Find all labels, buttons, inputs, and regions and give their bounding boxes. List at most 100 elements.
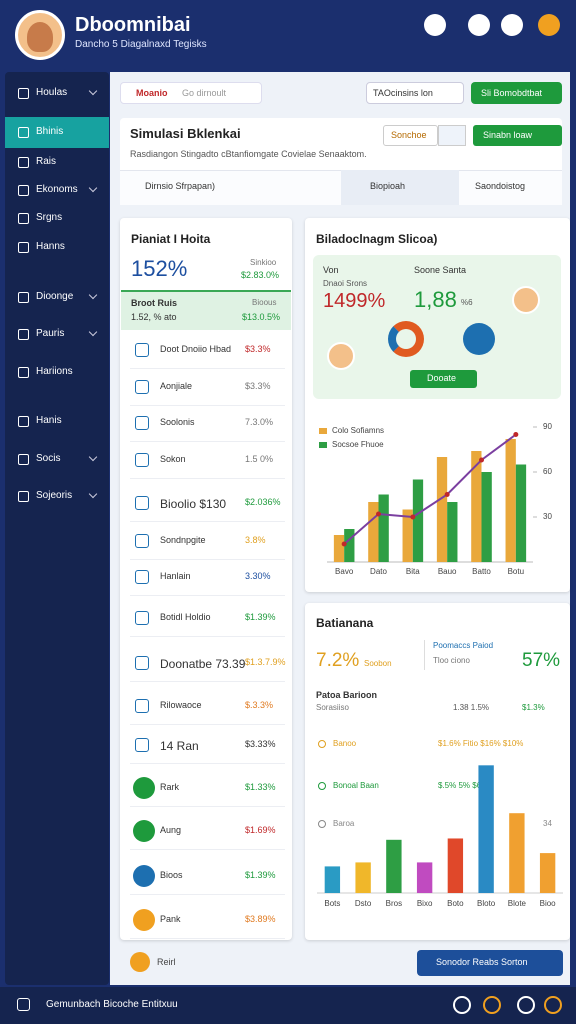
row-label: Sondnpgite xyxy=(160,535,206,545)
amount: $2.83.0% xyxy=(241,270,280,280)
left-note: Soobon xyxy=(364,659,392,668)
analysis-card xyxy=(305,603,570,940)
sidebar-item[interactable]: Ekonoms xyxy=(36,184,78,195)
footer-icon[interactable] xyxy=(483,996,501,1014)
highlight-row xyxy=(121,290,291,330)
left-value: 7.2% xyxy=(316,650,360,671)
row-value: 3.8% xyxy=(245,535,266,545)
row-divider xyxy=(130,478,285,479)
bar xyxy=(324,866,341,893)
card-title: Pianiat I Hoita xyxy=(131,232,211,246)
sidebar-item[interactable]: Rais xyxy=(36,156,57,167)
row-value: $1.3.7.9% xyxy=(245,657,286,667)
header-icon[interactable] xyxy=(538,14,560,36)
bar xyxy=(416,862,433,893)
app-title: Dboomnibai xyxy=(75,14,191,36)
row-divider xyxy=(130,894,285,895)
row-icon xyxy=(133,865,155,887)
x-tick-label: Bauo xyxy=(438,567,457,576)
sidebar-item[interactable]: Bhinis xyxy=(36,126,64,137)
x-tick-label: Bloto xyxy=(477,899,496,908)
bar xyxy=(478,765,494,893)
tab[interactable]: Saondoistog xyxy=(475,181,526,191)
row-divider xyxy=(130,405,285,406)
x-tick-label: Dato xyxy=(370,567,387,576)
row-divider xyxy=(130,724,285,725)
row-value: $1.39% xyxy=(245,870,276,880)
tab[interactable]: Dirnsio Sfrpapan) xyxy=(145,181,216,191)
search[interactable] xyxy=(120,82,262,104)
item-dot xyxy=(318,740,326,748)
avatar-face xyxy=(27,22,53,52)
footer-bar xyxy=(0,987,576,1024)
sidebar-item[interactable]: Socis xyxy=(36,453,61,464)
sidebar-item[interactable]: Houlas xyxy=(36,87,68,98)
sidebar-item[interactable]: Hanis xyxy=(36,415,62,426)
item-values: $.5% 5% $6% xyxy=(438,781,489,790)
select-label: TAOcinsins lon xyxy=(373,88,433,98)
row-note: Sorasiiso xyxy=(316,703,349,712)
row-value: $3.3% xyxy=(245,344,271,354)
row-icon xyxy=(135,534,149,548)
round-button[interactable] xyxy=(463,323,495,355)
sidebar-item[interactable]: Srgns xyxy=(36,212,63,223)
select[interactable] xyxy=(366,82,464,104)
header-icon[interactable] xyxy=(468,14,490,36)
row-label: Bioos xyxy=(160,870,183,880)
point xyxy=(341,541,347,547)
row-divider xyxy=(130,938,285,939)
apply-button[interactable] xyxy=(473,125,562,146)
row-label: Sokon xyxy=(160,454,186,464)
header-icon[interactable] xyxy=(424,14,446,36)
sidebar-icon xyxy=(18,185,29,196)
item-values: $1.6% Fitio $16% $10% xyxy=(438,739,524,748)
sidebar-item[interactable]: Dioonge xyxy=(36,291,74,302)
filter-button[interactable] xyxy=(383,125,438,146)
chart: 30 60 90 Colo Sofiamns Socsoe Fhuoe Bavo Dato B… xyxy=(319,422,552,576)
action-button[interactable] xyxy=(417,950,563,976)
x-tick-label: Dsto xyxy=(355,899,372,908)
sidebar-icon xyxy=(18,88,29,99)
footer-icon[interactable] xyxy=(453,996,471,1014)
legend-label: Colo Sofiamns xyxy=(332,426,384,435)
sidebar-item[interactable]: Pauris xyxy=(36,328,65,339)
row-icon xyxy=(135,570,149,584)
row-label: Doot Dnoiio Hbad xyxy=(160,344,232,354)
x-tick-label: Blote xyxy=(508,899,527,908)
sidebar-icon xyxy=(18,127,29,138)
sidebar-icon xyxy=(18,491,29,502)
x-tick-label: Boto xyxy=(447,899,464,908)
card-title: Batianana xyxy=(316,616,374,630)
x-tick-label: Bixo xyxy=(417,899,433,908)
item-dot xyxy=(318,820,326,828)
row-value: 3.30% xyxy=(245,571,271,581)
row-icon xyxy=(135,699,149,713)
overview-button[interactable] xyxy=(410,370,477,388)
bar xyxy=(386,839,402,893)
item-values: 34 xyxy=(543,819,552,828)
big-value: 152% xyxy=(131,256,188,281)
sidebar-item[interactable]: Hanns xyxy=(36,241,65,252)
footer-icon[interactable] xyxy=(517,996,535,1014)
header-icon[interactable] xyxy=(501,14,523,36)
footer-icon[interactable] xyxy=(544,996,562,1014)
point xyxy=(479,457,484,463)
sidebar-item[interactable]: Hariions xyxy=(36,366,73,377)
bar xyxy=(344,529,355,562)
donut xyxy=(388,321,424,357)
top-button-label: Sli Bomobdtbat xyxy=(481,88,543,98)
filter-label: Sonchoe xyxy=(391,130,427,140)
top-button[interactable] xyxy=(471,82,562,104)
search-hint: Go dirnoult xyxy=(182,88,227,98)
bar xyxy=(355,862,371,893)
close-button[interactable] xyxy=(438,125,466,146)
sidebar-item[interactable]: Sojeoris xyxy=(36,490,73,501)
bar xyxy=(333,535,345,562)
row-label: Pank xyxy=(160,914,181,924)
panel-title: Simulasi Bklenkai xyxy=(130,126,241,141)
tab[interactable]: Biopioah xyxy=(370,181,406,191)
point xyxy=(410,514,416,520)
x-tick-label: Bots xyxy=(324,899,340,908)
